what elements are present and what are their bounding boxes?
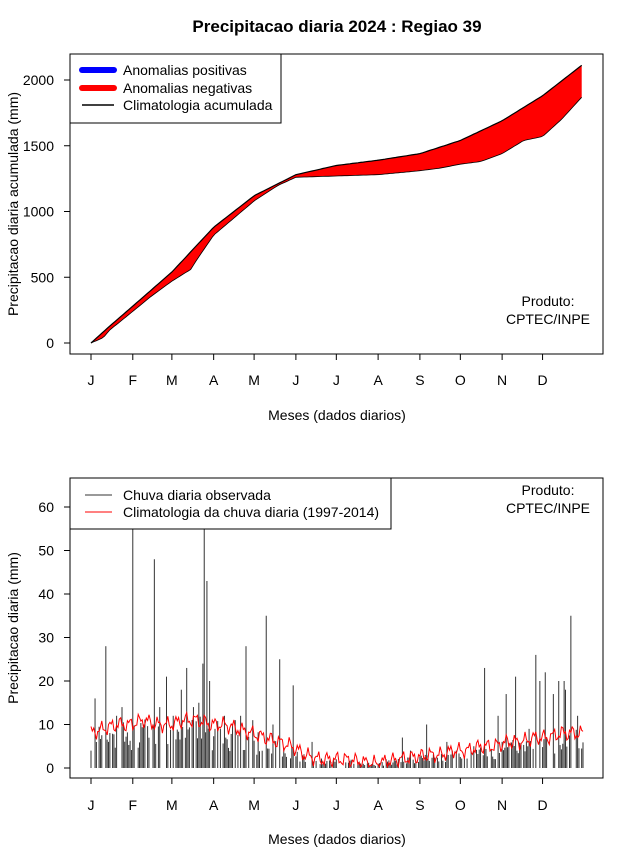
x-tick-label: J bbox=[88, 372, 95, 388]
y-axis: 0 500 1000 1500 2000 bbox=[23, 72, 70, 351]
climatology-accumulated-line bbox=[90, 64, 583, 344]
observed-rain-bars bbox=[90, 515, 584, 768]
accumulated-panel: 0 500 1000 1500 2000 J F M A M J J A S O N D Precipitac… bbox=[5, 53, 604, 423]
x-tick-label: D bbox=[537, 372, 547, 388]
credit-source: CPTEC/INPE bbox=[506, 500, 590, 516]
credit-source: CPTEC/INPE bbox=[506, 311, 590, 327]
x-tick-label: A bbox=[209, 797, 219, 813]
x-tick-label: O bbox=[455, 797, 466, 813]
y-tick-label: 0 bbox=[46, 335, 54, 351]
x-tick-label: J bbox=[292, 372, 299, 388]
x-tick-label: J bbox=[333, 372, 340, 388]
y-tick-label: 60 bbox=[38, 499, 54, 515]
legend-label-observed: Chuva diaria observada bbox=[123, 487, 271, 503]
legend-label-climatology: Climatologia da chuva diaria (1997-2014) bbox=[123, 504, 379, 520]
y-tick-label: 0 bbox=[46, 760, 54, 776]
x-tick-label: J bbox=[292, 797, 299, 813]
legend-label-negative: Anomalias negativas bbox=[123, 80, 252, 96]
x-tick-label: M bbox=[248, 372, 260, 388]
y-tick-label: 30 bbox=[38, 630, 54, 646]
legend: Chuva diaria observada Climatologia da c… bbox=[69, 477, 392, 530]
x-tick-label: J bbox=[333, 797, 340, 813]
y-axis-label: Precipitacao diaria acumulada (mm) bbox=[5, 92, 21, 316]
y-tick-label: 20 bbox=[38, 673, 54, 689]
legend-label-positive: Anomalias positivas bbox=[123, 62, 247, 78]
anomaly-area bbox=[90, 64, 583, 344]
y-tick-label: 10 bbox=[38, 717, 54, 733]
y-tick-label: 1000 bbox=[23, 204, 54, 220]
x-tick-label: N bbox=[497, 797, 507, 813]
x-axis-label: Meses (dados diarios) bbox=[268, 831, 406, 847]
x-tick-label: M bbox=[248, 797, 260, 813]
x-tick-label: A bbox=[209, 372, 219, 388]
x-tick-label: A bbox=[373, 797, 383, 813]
chart-title: Precipitacao diaria 2024 : Regiao 39 bbox=[192, 17, 481, 36]
legend-box bbox=[69, 477, 392, 530]
x-tick-label: S bbox=[415, 797, 424, 813]
y-tick-label: 40 bbox=[38, 586, 54, 602]
credit-label: Produto: bbox=[522, 482, 575, 498]
credit-label: Produto: bbox=[522, 293, 575, 309]
climatology-rain-line bbox=[90, 710, 584, 769]
x-tick-label: J bbox=[88, 797, 95, 813]
x-tick-label: M bbox=[166, 797, 178, 813]
y-tick-label: 2000 bbox=[23, 72, 54, 88]
y-axis-label: Precipitacao diaria (mm) bbox=[5, 552, 21, 704]
climatology-rain-line bbox=[90, 710, 584, 769]
x-tick-label: O bbox=[455, 372, 466, 388]
x-axis-label: Meses (dados diarios) bbox=[268, 407, 406, 423]
x-tick-label: F bbox=[129, 797, 138, 813]
x-tick-label: N bbox=[497, 372, 507, 388]
x-tick-label: A bbox=[373, 372, 383, 388]
x-tick-label: D bbox=[537, 797, 547, 813]
x-tick-label: M bbox=[166, 372, 178, 388]
observed-accumulated-line bbox=[90, 97, 582, 344]
y-tick-label: 1500 bbox=[23, 138, 54, 154]
legend: Anomalias positivas Anomalias negativas … bbox=[69, 53, 282, 124]
y-axis: 0 10 20 30 40 50 60 bbox=[38, 499, 70, 776]
legend-label-climatology: Climatologia acumulada bbox=[123, 97, 273, 113]
daily-panel: 0 10 20 30 40 50 60 J F M A M J J A S O N D Precipitacao … bbox=[5, 477, 604, 847]
x-tick-label: S bbox=[415, 372, 424, 388]
y-tick-label: 50 bbox=[38, 543, 54, 559]
x-tick-label: F bbox=[129, 372, 138, 388]
y-tick-label: 500 bbox=[31, 269, 55, 285]
